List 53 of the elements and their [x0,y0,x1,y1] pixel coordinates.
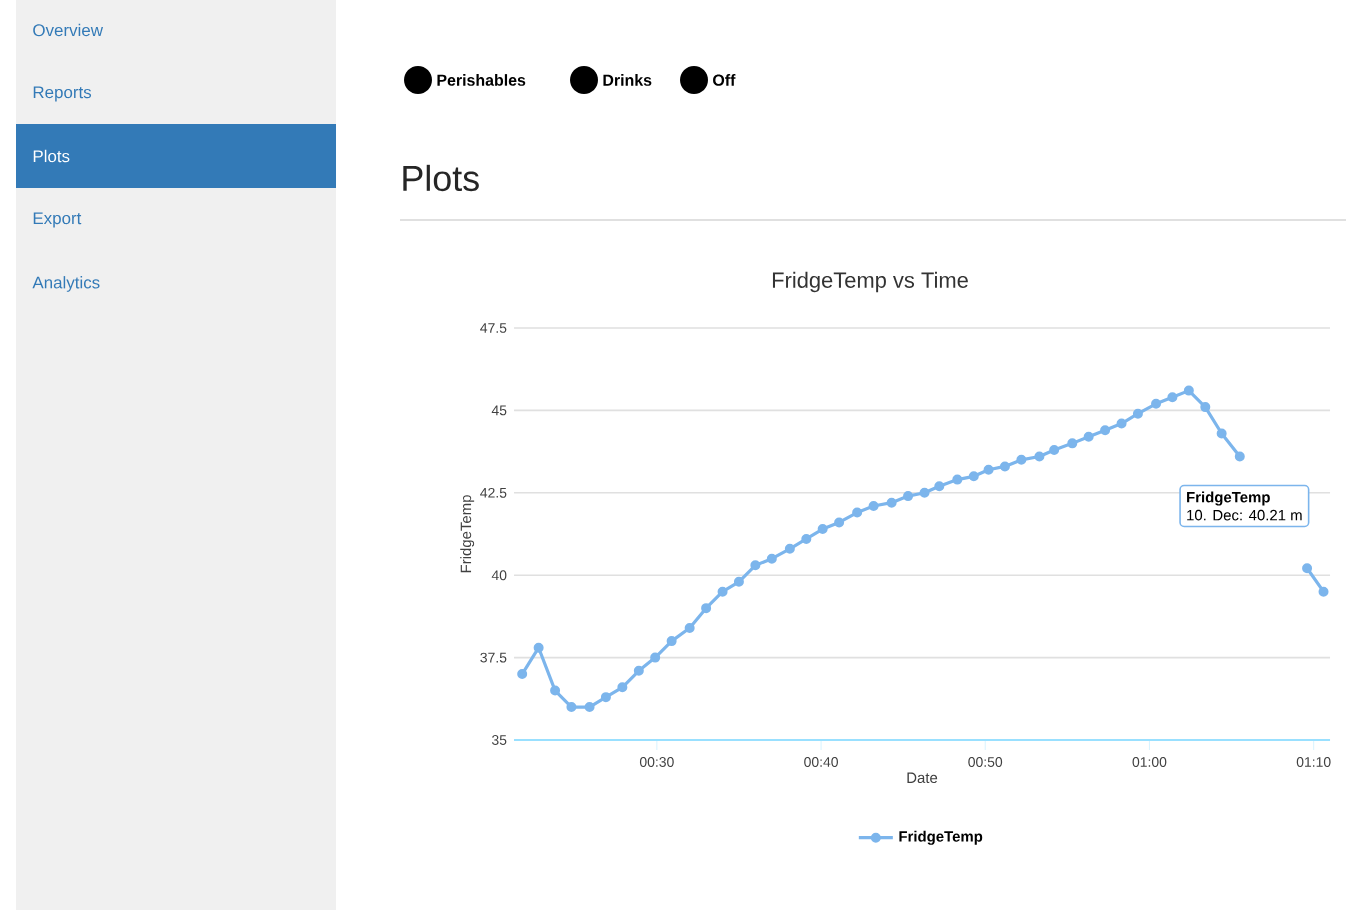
point [1100,425,1111,436]
point [1151,398,1162,409]
point [1016,454,1027,465]
text: Plots [403,164,479,192]
point [684,622,695,633]
point [801,533,812,544]
point [952,474,963,485]
point [852,507,863,518]
point [517,669,528,680]
point [1049,444,1060,455]
point [868,500,879,511]
point [633,665,644,676]
point [934,481,945,492]
point [983,464,994,475]
point [584,702,595,713]
point [919,487,930,498]
point [968,471,979,482]
point [1318,586,1329,597]
point [1183,385,1194,396]
point [1034,451,1045,462]
point [1083,431,1094,442]
text: Reports [33,86,92,102]
point [666,636,677,647]
text: Export [33,212,82,228]
point [750,560,761,571]
point [1167,392,1178,403]
point [903,491,914,502]
point [1132,408,1143,419]
point [600,692,611,703]
point [1200,402,1211,413]
point [1302,563,1313,574]
text: Overview [33,23,104,37]
point [717,586,728,597]
point [650,652,661,663]
point [550,685,561,696]
chart-title: FridgeTemp vs Time [772,271,968,293]
point [817,524,828,535]
point [1234,451,1245,462]
point [701,603,712,614]
point [784,543,795,554]
point [1116,418,1127,429]
point [834,517,845,528]
point [999,461,1010,472]
point [533,642,544,653]
point [566,702,577,713]
point [733,576,744,587]
text: Plots [33,149,70,163]
point [617,682,628,693]
point [1067,438,1078,449]
point [766,553,777,564]
point [886,497,897,508]
text: Analytics [32,276,100,292]
point [1216,428,1227,439]
